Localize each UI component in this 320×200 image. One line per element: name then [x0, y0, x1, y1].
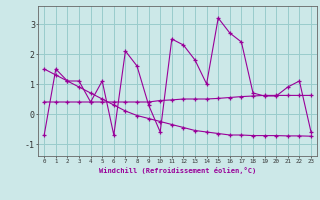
X-axis label: Windchill (Refroidissement éolien,°C): Windchill (Refroidissement éolien,°C)	[99, 167, 256, 174]
